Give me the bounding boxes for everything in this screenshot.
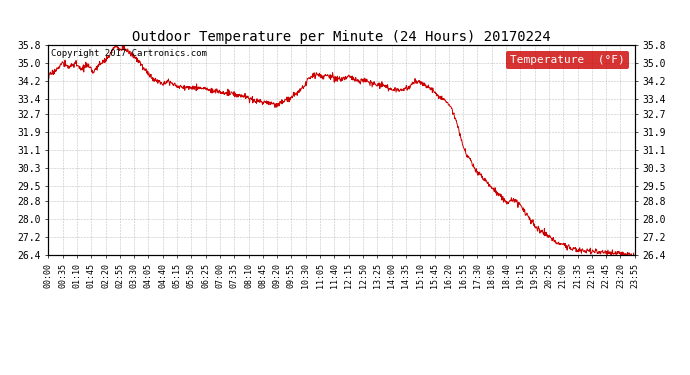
Temperature  (°F) (579, 248, 587, 253)
Temperature  (°F) (111, 42, 119, 46)
Temperature  (°F) (289, 93, 297, 98)
Temperature  (°F) (529, 220, 537, 224)
Temperature  (°F) (631, 256, 639, 260)
Line: Temperature  (°F): Temperature (°F) (48, 44, 635, 258)
Temperature  (°F) (174, 86, 182, 90)
Temperature  (°F) (432, 91, 440, 95)
Text: Copyright 2017 Cartronics.com: Copyright 2017 Cartronics.com (51, 49, 207, 58)
Title: Outdoor Temperature per Minute (24 Hours) 20170224: Outdoor Temperature per Minute (24 Hours… (132, 30, 551, 44)
Legend: Temperature  (°F): Temperature (°F) (506, 51, 629, 69)
Temperature  (°F) (44, 74, 52, 78)
Temperature  (°F) (275, 104, 283, 108)
